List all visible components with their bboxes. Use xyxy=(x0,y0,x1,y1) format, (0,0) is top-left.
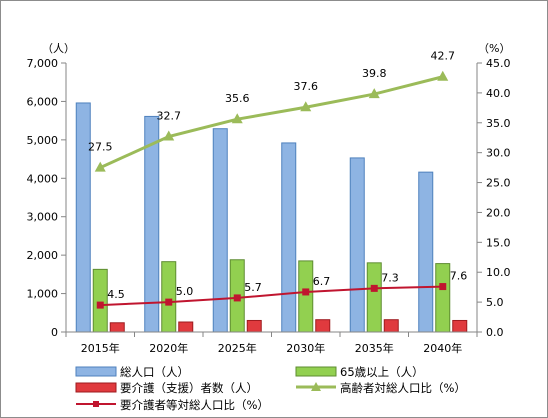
legend-label-elderly: 65歳以上（人） xyxy=(340,365,424,379)
bar-elderly xyxy=(298,260,314,333)
data-label-care-ratio: 4.5 xyxy=(107,288,125,301)
labels-layer: 27.5 32.7 35.6 37.6 39.8 42.7 4.5 5.0 5.7 6.7 7.3 7… xyxy=(88,50,467,301)
point-elderly-ratio xyxy=(94,161,106,172)
data-label-care-ratio: 7.3 xyxy=(381,271,399,284)
bar-total-population xyxy=(75,102,91,333)
point-elderly-ratio xyxy=(368,88,380,99)
y2-tick-label: 10.0 xyxy=(486,266,511,279)
legend-item-elderly-ratio: 高齢者対総人口比（%） xyxy=(296,381,466,395)
bar-elderly xyxy=(435,263,451,333)
legend-label-care-recipients: 要介護（支援）者数（人） xyxy=(120,381,258,395)
data-label-care-ratio: 7.6 xyxy=(450,270,468,283)
legend-label-care-ratio: 要介護者等対総人口比（%） xyxy=(120,398,269,412)
y-tick-label: 1,000 xyxy=(27,288,59,301)
y2-tick-label: 25.0 xyxy=(486,177,511,190)
bar-total-population xyxy=(144,115,160,333)
data-label-care-ratio: 5.7 xyxy=(244,281,262,294)
legend-swatch-elderly xyxy=(295,366,337,377)
data-label-elderly-ratio: 27.5 xyxy=(88,141,113,154)
y2-unit-label: （%） xyxy=(478,42,510,55)
x-tick-label: 2030年 xyxy=(286,341,325,355)
data-label-elderly-ratio: 35.6 xyxy=(225,92,250,105)
data-label-care-ratio: 6.7 xyxy=(313,275,331,288)
data-label-elderly-ratio: 37.6 xyxy=(294,80,319,93)
point-elderly-ratio xyxy=(437,70,449,81)
y2-tick-label: 20.0 xyxy=(486,206,511,219)
y2-tick-label: 40.0 xyxy=(486,87,511,100)
legend-item-care-recipients: 要介護（支援）者数（人） xyxy=(75,381,258,395)
y2-tick-label: 30.0 xyxy=(486,147,511,160)
x-tick-label: 2020年 xyxy=(149,341,188,355)
data-label-elderly-ratio: 39.8 xyxy=(362,67,387,80)
y2-tick-label: 35.0 xyxy=(486,117,511,130)
bar-total-population xyxy=(281,142,297,333)
y-tick-label: 0 xyxy=(51,326,58,339)
y-tick-label: 7,000 xyxy=(27,57,59,70)
y-unit-label: （人） xyxy=(42,42,75,55)
bars-layer xyxy=(75,102,468,333)
y2-tick-label: 45.0 xyxy=(486,57,511,70)
point-care-ratio xyxy=(302,288,310,296)
legend-marker-elderly-ratio xyxy=(311,382,321,391)
point-care-ratio xyxy=(370,284,378,292)
bar-total-population xyxy=(418,171,434,333)
point-care-ratio xyxy=(439,283,447,291)
point-elderly-ratio xyxy=(163,130,175,141)
bar-care-recipients xyxy=(315,319,331,333)
legend-marker-care-ratio xyxy=(93,401,99,407)
data-label-elderly-ratio: 42.7 xyxy=(431,50,456,63)
point-elderly-ratio xyxy=(231,113,243,124)
bar-care-recipients xyxy=(109,322,125,333)
axes-layer: 0 1,000 2,000 3,000 4,000 5,000 6,000 7,000 0.0 5… xyxy=(27,57,511,355)
x-tick-label: 2040年 xyxy=(423,341,462,355)
bar-elderly xyxy=(161,261,177,333)
x-tick-label: 2035年 xyxy=(355,341,394,355)
y2-tick-label: 15.0 xyxy=(486,236,511,249)
legend-label-elderly-ratio: 高齢者対総人口比（%） xyxy=(340,381,466,395)
bar-total-population xyxy=(349,157,365,333)
bar-care-recipients xyxy=(246,319,262,333)
bar-elderly xyxy=(92,268,108,333)
y2-tick-label: 0.0 xyxy=(486,326,504,339)
legend-item-total-population: 総人口（人） xyxy=(75,365,189,379)
legend: 総人口（人） 65歳以上（人） 要介護（支援）者数（人） 高齢者対総人口比（%）… xyxy=(75,365,466,412)
bar-care-recipients xyxy=(452,319,468,333)
x-tick-label: 2015年 xyxy=(81,341,120,355)
point-care-ratio xyxy=(96,301,104,309)
y-tick-label: 4,000 xyxy=(27,172,59,185)
lines-layer xyxy=(94,70,449,309)
legend-item-care-ratio: 要介護者等対総人口比（%） xyxy=(76,398,269,412)
legend-label-total-population: 総人口（人） xyxy=(120,365,189,379)
line-elderly-ratio xyxy=(99,75,444,169)
bar-care-recipients xyxy=(383,319,399,333)
x-tick-label: 2025年 xyxy=(218,341,257,355)
legend-swatch-total-population xyxy=(75,366,117,377)
legend-swatch-care-recipients xyxy=(75,382,117,393)
data-label-elderly-ratio: 32.7 xyxy=(157,110,182,123)
point-care-ratio xyxy=(165,298,173,306)
bar-total-population xyxy=(212,128,228,333)
point-elderly-ratio xyxy=(300,101,312,112)
y-tick-label: 6,000 xyxy=(27,95,59,108)
line-care-ratio xyxy=(100,285,443,307)
y-tick-label: 3,000 xyxy=(27,211,59,224)
y-tick-label: 5,000 xyxy=(27,134,59,147)
bar-care-recipients xyxy=(178,321,194,333)
legend-item-elderly: 65歳以上（人） xyxy=(295,365,424,379)
point-care-ratio xyxy=(233,294,241,302)
data-label-care-ratio: 5.0 xyxy=(176,285,194,298)
bar-elderly xyxy=(366,262,382,333)
y2-tick-label: 5.0 xyxy=(486,296,504,309)
y-tick-label: 2,000 xyxy=(27,249,59,262)
